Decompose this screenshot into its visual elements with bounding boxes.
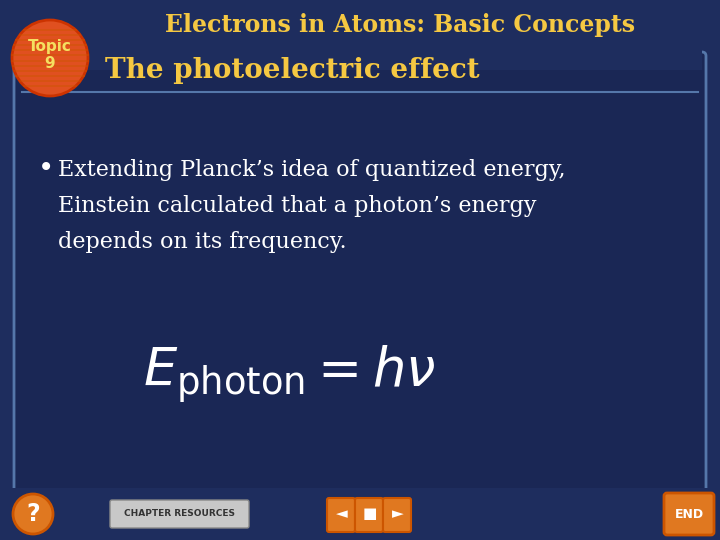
FancyBboxPatch shape [110,500,249,528]
Text: ◄: ◄ [336,507,348,522]
FancyBboxPatch shape [383,498,411,532]
Bar [0,488,720,540]
Text: The photoelectric effect: The photoelectric effect [105,57,480,84]
Text: Extending Planck’s idea of quantized energy,: Extending Planck’s idea of quantized ene… [58,159,566,181]
Text: CHAPTER RESOURCES: CHAPTER RESOURCES [125,510,235,518]
Text: depends on its frequency.: depends on its frequency. [58,231,346,253]
Circle shape [13,494,53,534]
Text: $\mathit{E}_{\mathrm{photon}} = h\nu$: $\mathit{E}_{\mathrm{photon}} = h\nu$ [143,344,436,406]
FancyBboxPatch shape [14,52,706,492]
Circle shape [12,20,88,96]
FancyBboxPatch shape [327,498,355,532]
Text: Einstein calculated that a photon’s energy: Einstein calculated that a photon’s ener… [58,195,536,217]
FancyBboxPatch shape [355,498,383,532]
Text: END: END [675,508,703,521]
FancyBboxPatch shape [18,8,702,70]
Text: Electrons in Atoms: Basic Concepts: Electrons in Atoms: Basic Concepts [165,13,635,37]
Text: ?: ? [26,502,40,526]
Text: ►: ► [392,507,404,522]
Text: •: • [38,157,54,184]
FancyBboxPatch shape [664,493,714,535]
Text: ■: ■ [363,507,377,522]
Text: Topic
9: Topic 9 [28,39,72,71]
